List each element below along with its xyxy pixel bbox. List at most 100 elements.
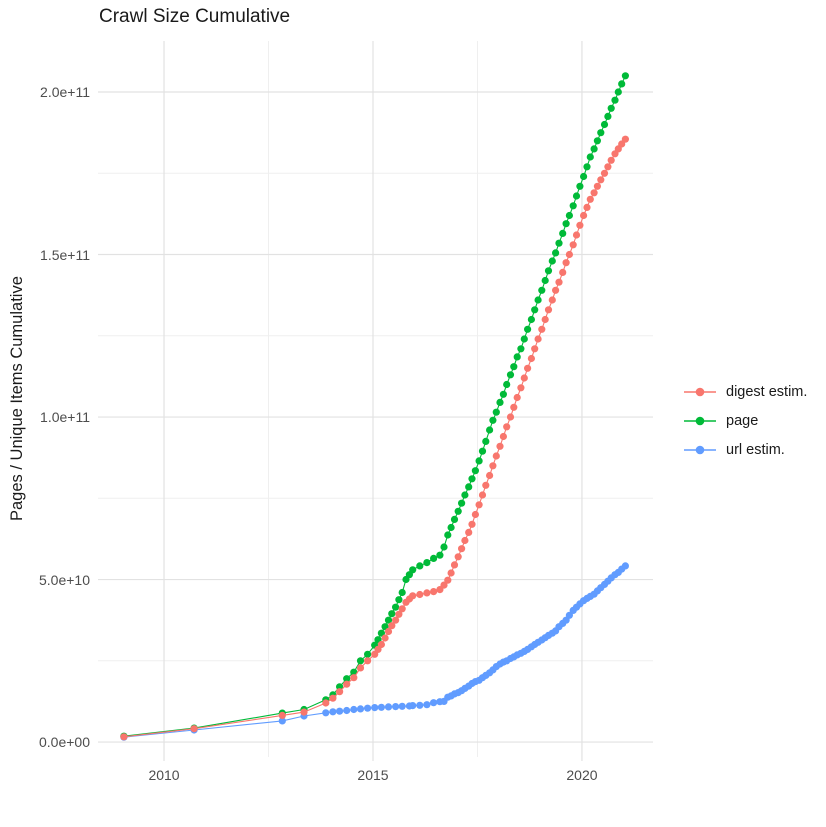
- data-point: [478, 491, 487, 499]
- data-point: [531, 306, 539, 314]
- data-point: [492, 452, 500, 460]
- data-point: [371, 704, 379, 712]
- data-point: [388, 622, 396, 630]
- data-point: [322, 699, 330, 707]
- data-point: [621, 135, 630, 143]
- data-point: [343, 680, 351, 688]
- x-tick-label: 2020: [566, 767, 598, 783]
- data-point: [336, 688, 344, 696]
- data-point: [461, 536, 469, 545]
- y-tick-label: 0.0e+00: [39, 734, 90, 751]
- data-point: [517, 345, 525, 353]
- data-point: [580, 172, 588, 181]
- data-point: [565, 250, 574, 259]
- data-point: [531, 345, 539, 353]
- data-point: [621, 562, 630, 570]
- data-point: [527, 315, 536, 324]
- data-point: [384, 616, 393, 624]
- data-point: [364, 650, 372, 658]
- data-point: [350, 674, 358, 682]
- y-tick-label: 1.0e+11: [40, 409, 90, 426]
- data-point: [492, 408, 500, 416]
- y-tick-label: 2.0e+11: [40, 84, 90, 101]
- legend-label: page: [726, 412, 759, 429]
- legend-entry-page: page: [683, 406, 807, 435]
- data-point: [478, 447, 487, 455]
- data-point: [278, 711, 286, 720]
- chart-title: Crawl Size Cumulative: [99, 6, 291, 27]
- grid-minor: [98, 41, 653, 757]
- data-point: [356, 657, 365, 665]
- data-point: [468, 520, 476, 528]
- data-point: [384, 627, 393, 636]
- data-point: [356, 705, 365, 713]
- data-point: [440, 581, 448, 589]
- data-point: [569, 202, 577, 210]
- data-point: [590, 145, 598, 153]
- data-point: [458, 499, 466, 507]
- data-point: [600, 120, 609, 129]
- data-point: [621, 72, 630, 80]
- data-point: [409, 566, 417, 574]
- data-point: [356, 664, 365, 672]
- data-point: [499, 432, 507, 441]
- data-point: [513, 393, 521, 402]
- data-point: [590, 189, 598, 197]
- series-page: [120, 72, 630, 740]
- data-point: [430, 554, 438, 563]
- data-point: [583, 203, 591, 211]
- data-point: [510, 403, 518, 411]
- data-point: [398, 588, 406, 597]
- data-point: [465, 528, 473, 537]
- data-point: [583, 163, 591, 171]
- data-point: [544, 306, 553, 314]
- data-point: [520, 335, 528, 343]
- data-point: [503, 380, 511, 389]
- data-point: [444, 576, 452, 584]
- data-point: [423, 589, 431, 597]
- legend: digest estim. page url estim.: [683, 377, 807, 464]
- data-point: [454, 553, 462, 561]
- data-point: [586, 153, 594, 161]
- data-point: [562, 259, 570, 267]
- x-tick-label: 2015: [357, 767, 389, 783]
- data-point: [350, 668, 358, 676]
- data-point: [409, 702, 417, 710]
- data-point: [329, 708, 337, 716]
- data-point: [440, 543, 448, 551]
- data-point: [416, 701, 424, 709]
- data-point: [430, 699, 438, 707]
- data-point: [559, 229, 567, 237]
- grid-major: [98, 41, 653, 761]
- data-point: [562, 220, 570, 228]
- data-point: [120, 733, 128, 741]
- legend-key-icon: [684, 416, 716, 425]
- data-point: [607, 104, 615, 112]
- data-point: [392, 616, 400, 624]
- data-point: [496, 442, 504, 450]
- data-point: [541, 315, 549, 324]
- data-point: [597, 129, 605, 137]
- data-point: [454, 507, 462, 515]
- data-point: [388, 610, 396, 618]
- data-point: [510, 363, 518, 371]
- data-point: [395, 596, 403, 604]
- data-point: [538, 286, 546, 294]
- data-point: [499, 390, 507, 398]
- data-point: [392, 703, 400, 711]
- data-point: [450, 515, 459, 524]
- data-point: [604, 163, 612, 171]
- data-point: [416, 562, 424, 570]
- data-point: [576, 182, 584, 190]
- data-point: [555, 239, 563, 247]
- data-point: [416, 590, 424, 599]
- data-point: [444, 531, 452, 539]
- data-point: [548, 257, 556, 265]
- data-point: [278, 717, 286, 725]
- data-point: [611, 96, 619, 104]
- data-point: [604, 112, 612, 120]
- x-tick-label: 2010: [148, 767, 180, 783]
- data-point: [364, 704, 372, 712]
- data-point: [447, 523, 455, 532]
